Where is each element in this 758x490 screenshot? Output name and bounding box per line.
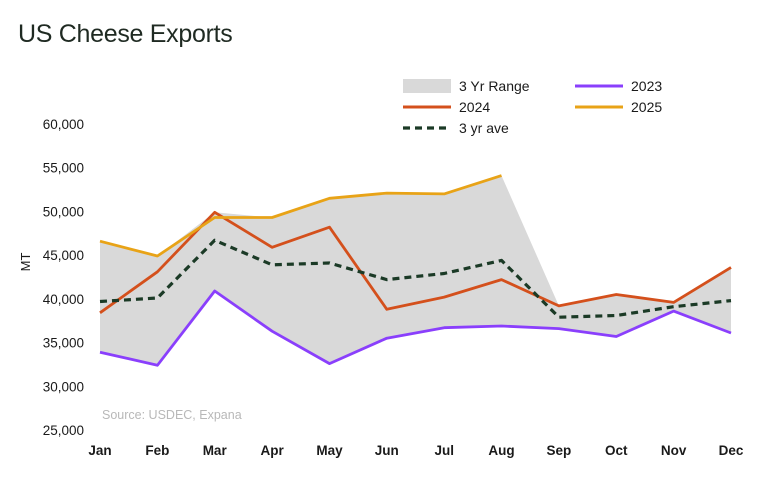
y-tick-label: 50,000 (43, 204, 84, 219)
legend-item-3-yr-range: 3 Yr Range (403, 78, 530, 94)
x-tick-label: Feb (145, 443, 169, 458)
legend-item-2024: 2024 (403, 99, 490, 115)
legend-label: 2025 (631, 99, 662, 115)
x-tick-label: Dec (719, 443, 744, 458)
x-tick-label: Jun (375, 443, 399, 458)
legend-label: 2023 (631, 78, 662, 94)
range-area-layer (100, 175, 731, 366)
y-tick-label: 45,000 (43, 248, 84, 263)
legend-label: 3 yr ave (459, 120, 509, 136)
x-tick-label: Apr (260, 443, 284, 458)
y-tick-label: 25,000 (43, 423, 84, 438)
chart-title: US Cheese Exports (18, 20, 233, 48)
range-area (100, 175, 731, 366)
legend-label: 2024 (459, 99, 490, 115)
y-tick-label: 35,000 (43, 336, 84, 351)
series-line-3-yr-ave (99, 238, 732, 319)
x-tick-label: Jul (434, 443, 454, 458)
legend-label: 3 Yr Range (459, 78, 530, 94)
x-tick-label: Mar (203, 443, 228, 458)
x-tick-label: Jan (88, 443, 111, 458)
series-line-2024 (99, 210, 732, 314)
legend: 3 Yr Range 2023 2024 2025 3 yr ave (403, 78, 662, 136)
axes-layer: 25,000 30,000 35,000 40,000 45,000 50,000 55,0… (43, 117, 744, 458)
source-note: Source: USDEC, Expana (102, 408, 242, 422)
x-tick-label: Nov (661, 443, 687, 458)
x-tick-label: Sep (547, 443, 572, 458)
legend-item-3-yr-ave: 3 yr ave (403, 120, 509, 136)
legend-item-2025: 2025 (575, 99, 662, 115)
series-line-2023 (99, 289, 732, 367)
y-tick-label: 30,000 (43, 379, 84, 394)
legend-item-2023: 2023 (575, 78, 662, 94)
series-line-2025 (99, 174, 502, 258)
y-tick-label: 55,000 (43, 161, 84, 176)
series-lines-layer (99, 174, 732, 367)
y-tick-label: 60,000 (43, 117, 84, 132)
legend-swatch (403, 79, 451, 93)
y-tick-label: 40,000 (43, 292, 84, 307)
y-axis-label: MT (18, 253, 33, 272)
x-tick-label: Aug (488, 443, 514, 458)
x-tick-label: Oct (605, 443, 628, 458)
x-tick-label: May (316, 443, 343, 458)
